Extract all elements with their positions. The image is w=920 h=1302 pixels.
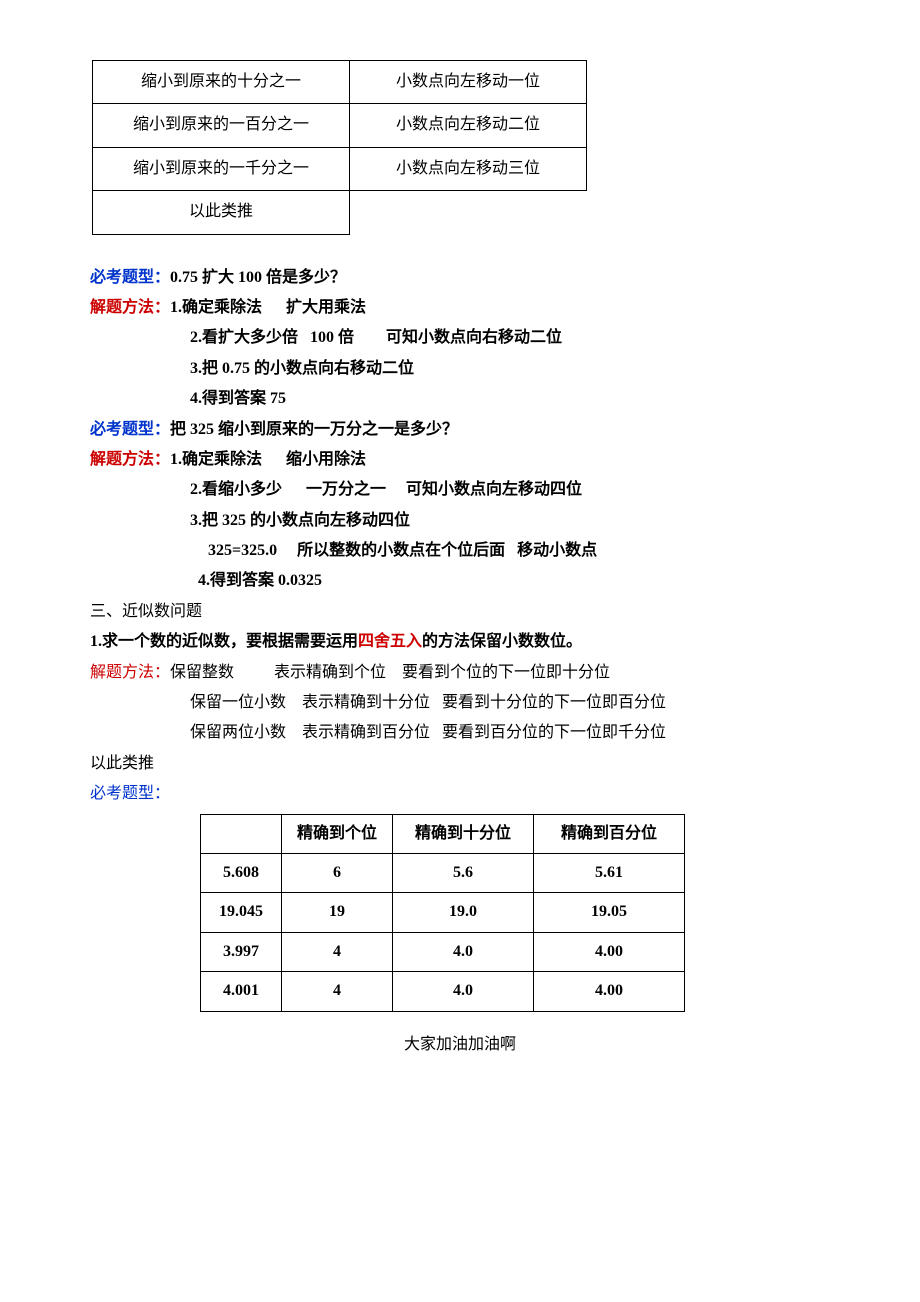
cell: 4.001 <box>201 972 282 1011</box>
step-text: 保留两位小数 <box>190 724 286 741</box>
step-text: 2.看扩大多少倍 <box>190 329 298 346</box>
question-text: 把 325 缩小到原来的一万分之一是多少？ <box>170 421 458 438</box>
step-text: 保留一位小数 <box>190 694 286 711</box>
footer-text: 大家加油加油啊 <box>90 1030 830 1060</box>
method-label: 解题方法： <box>90 451 170 468</box>
question-3-label: 必考题型： <box>90 779 830 809</box>
cell: 6 <box>282 853 393 892</box>
table-row: 5.608 6 5.6 5.61 <box>201 853 685 892</box>
cell: 缩小到原来的十分之一 <box>93 61 350 104</box>
question-label: 必考题型： <box>90 269 170 286</box>
step-text: 移动小数点 <box>517 542 597 559</box>
cell: 小数点向左移动二位 <box>350 104 587 147</box>
step-text: 要看到十分位的下一位即百分位 <box>442 694 666 711</box>
step-text: 325=325.0 <box>208 542 277 559</box>
rounding-table: 精确到个位 精确到十分位 精确到百分位 5.608 6 5.6 5.61 19.… <box>200 814 685 1012</box>
method-2-step-4: 4.得到答案 0.0325 <box>90 566 830 596</box>
cell: 5.6 <box>393 853 534 892</box>
step-text: 表示精确到百分位 <box>302 724 430 741</box>
method-1-step-1: 解题方法：1.确定乘除法 扩大用乘法 <box>90 293 830 323</box>
question-label: 必考题型： <box>90 421 170 438</box>
cell: 小数点向左移动三位 <box>350 147 587 190</box>
method-2-step-3b: 325=325.0 所以整数的小数点在个位后面 移动小数点 <box>90 536 830 566</box>
cell: 4.00 <box>534 932 685 971</box>
method-2-step-2: 2.看缩小多少 一万分之一 可知小数点向左移动四位 <box>90 475 830 505</box>
table-header-row: 精确到个位 精确到十分位 精确到百分位 <box>201 814 685 853</box>
table-row: 4.001 4 4.0 4.00 <box>201 972 685 1011</box>
step-text: 要看到百分位的下一位即千分位 <box>442 724 666 741</box>
cell: 19.0 <box>393 893 534 932</box>
question-text: 0.75 扩大 100 倍是多少？ <box>170 269 346 286</box>
method-2-step-3: 3.把 325 的小数点向左移动四位 <box>90 506 830 536</box>
method-1-step-2: 2.看扩大多少倍 100 倍 可知小数点向右移动二位 <box>90 323 830 353</box>
step-text: 扩大用乘法 <box>286 299 366 316</box>
rule-text: 的方法保留小数数位。 <box>422 633 582 650</box>
method-3-row-2: 保留一位小数 表示精确到十分位 要看到十分位的下一位即百分位 <box>90 688 830 718</box>
header-cell: 精确到个位 <box>282 814 393 853</box>
cell: 3.997 <box>201 932 282 971</box>
question-1: 必考题型：0.75 扩大 100 倍是多少？ <box>90 263 830 293</box>
step-text: 4.得到答案 0.0325 <box>198 572 322 589</box>
step-text: 可知小数点向右移动二位 <box>386 329 562 346</box>
rule-text: 1.求一个数的近似数，要根据需要运用 <box>90 633 358 650</box>
table-row: 缩小到原来的一千分之一 小数点向左移动三位 <box>93 147 587 190</box>
section-3-heading: 三、近似数问题 <box>90 597 830 627</box>
step-text: 1.确定乘除法 <box>170 451 262 468</box>
step-text: 表示精确到个位 <box>274 664 386 681</box>
cell: 4 <box>282 932 393 971</box>
step-text: 保留整数 <box>170 664 234 681</box>
method-3-row-1: 解题方法：保留整数 表示精确到个位 要看到个位的下一位即十分位 <box>90 658 830 688</box>
step-text: 表示精确到十分位 <box>302 694 430 711</box>
cell: 缩小到原来的一千分之一 <box>93 147 350 190</box>
cell: 小数点向左移动一位 <box>350 61 587 104</box>
cell: 19.05 <box>534 893 685 932</box>
step-text: 可知小数点向左移动四位 <box>406 481 582 498</box>
method-label: 解题方法： <box>90 664 170 681</box>
table-row: 3.997 4 4.0 4.00 <box>201 932 685 971</box>
step-text: 2.看缩小多少 <box>190 481 282 498</box>
table-row: 缩小到原来的一百分之一 小数点向左移动二位 <box>93 104 587 147</box>
cell-empty <box>350 191 587 234</box>
question-label: 必考题型： <box>90 785 170 802</box>
cell: 4 <box>282 972 393 1011</box>
method-2-step-1: 解题方法：1.确定乘除法 缩小用除法 <box>90 445 830 475</box>
step-text: 3.把 325 的小数点向左移动四位 <box>190 512 410 529</box>
cell: 缩小到原来的一百分之一 <box>93 104 350 147</box>
method-1-step-3: 3.把 0.75 的小数点向右移动二位 <box>90 354 830 384</box>
method-1-step-4: 4.得到答案 75 <box>90 384 830 414</box>
cell: 4.0 <box>393 932 534 971</box>
step-text: 1.确定乘除法 <box>170 299 262 316</box>
cell: 4.00 <box>534 972 685 1011</box>
step-text: 100 倍 <box>310 329 354 346</box>
cell: 以此类推 <box>93 191 350 234</box>
question-2: 必考题型：把 325 缩小到原来的一万分之一是多少？ <box>90 415 830 445</box>
rule-1: 1.求一个数的近似数，要根据需要运用四舍五入的方法保留小数数位。 <box>90 627 830 657</box>
step-text: 一万分之一 <box>306 481 386 498</box>
page: 缩小到原来的十分之一 小数点向左移动一位 缩小到原来的一百分之一 小数点向左移动… <box>0 0 920 1302</box>
table-row: 19.045 19 19.0 19.05 <box>201 893 685 932</box>
header-cell <box>201 814 282 853</box>
table-row: 以此类推 <box>93 191 587 234</box>
cell: 5.61 <box>534 853 685 892</box>
step-text: 所以整数的小数点在个位后面 <box>297 542 505 559</box>
method-3-row-3: 保留两位小数 表示精确到百分位 要看到百分位的下一位即千分位 <box>90 718 830 748</box>
rule-highlight: 四舍五入 <box>358 633 422 650</box>
table-row: 缩小到原来的十分之一 小数点向左移动一位 <box>93 61 587 104</box>
method-label: 解题方法： <box>90 299 170 316</box>
step-text: 4.得到答案 75 <box>190 390 286 407</box>
step-text: 要看到个位的下一位即十分位 <box>402 664 610 681</box>
cell: 19 <box>282 893 393 932</box>
cell: 19.045 <box>201 893 282 932</box>
header-cell: 精确到十分位 <box>393 814 534 853</box>
step-text: 3.把 0.75 的小数点向右移动二位 <box>190 360 414 377</box>
step-text: 缩小用除法 <box>286 451 366 468</box>
cell: 5.608 <box>201 853 282 892</box>
etc-text: 以此类推 <box>90 749 830 779</box>
cell: 4.0 <box>393 972 534 1011</box>
header-cell: 精确到百分位 <box>534 814 685 853</box>
shrink-rule-table: 缩小到原来的十分之一 小数点向左移动一位 缩小到原来的一百分之一 小数点向左移动… <box>92 60 587 235</box>
